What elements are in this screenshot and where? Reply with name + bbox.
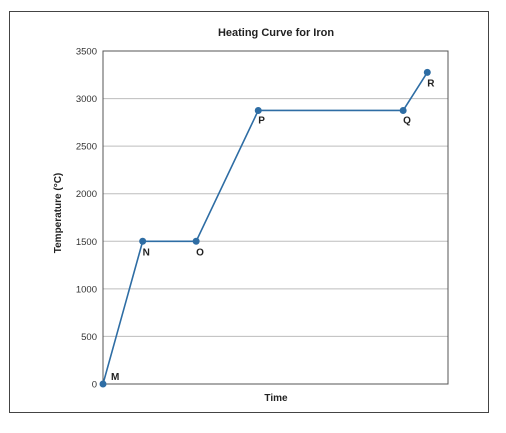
x-axis-label: Time (264, 393, 288, 404)
point-label-q: Q (403, 115, 411, 126)
data-points (99, 68, 431, 388)
y-tick-label: 2500 (76, 142, 97, 153)
series-line (102, 71, 428, 385)
heating-curve-chart: Heating Curve for Iron 0 500 1000 1500 2000 2… (53, 27, 449, 404)
grid (103, 98, 448, 337)
data-point-p (254, 106, 262, 114)
point-label-r: R (427, 78, 435, 89)
chart-frame: Heating Curve for Iron 0 500 1000 1500 2000 2… (9, 11, 489, 413)
y-tick-label: 3500 (76, 47, 97, 58)
y-tick-label: 1500 (76, 237, 97, 248)
data-point-r (423, 68, 431, 76)
point-label-p: P (258, 115, 265, 126)
chart-title: Heating Curve for Iron (218, 27, 334, 39)
y-tick-label: 0 (92, 380, 97, 391)
point-label-n: N (143, 247, 150, 258)
y-tick-labels: 0 500 1000 1500 2000 2500 3000 3500 (76, 47, 97, 391)
plot-area (102, 50, 449, 385)
point-labels: M N O P Q R (111, 78, 435, 383)
data-point-q (399, 106, 407, 114)
y-tick-label: 500 (81, 332, 97, 343)
point-label-m: M (111, 372, 119, 383)
data-point-m (99, 380, 107, 388)
data-point-n (139, 237, 147, 245)
y-tick-label: 2000 (76, 189, 97, 200)
data-point-o (192, 237, 200, 245)
y-axis-label: Temperature (°C) (53, 173, 64, 254)
y-tick-label: 1000 (76, 284, 97, 295)
point-label-o: O (196, 247, 204, 258)
y-tick-label: 3000 (76, 94, 97, 105)
